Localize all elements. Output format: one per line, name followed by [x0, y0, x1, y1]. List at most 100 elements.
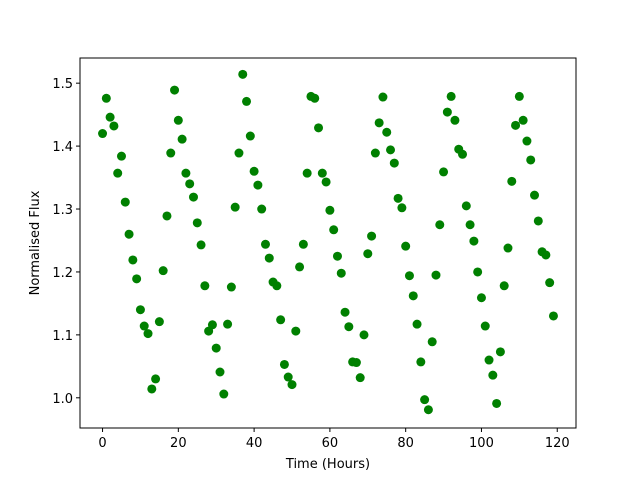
y-tick-label: 1.2 [52, 266, 73, 281]
point [238, 69, 248, 79]
point [359, 330, 369, 340]
point [215, 367, 225, 377]
point [276, 315, 286, 325]
point [374, 118, 384, 128]
point [408, 291, 418, 301]
point [507, 176, 517, 186]
point [450, 115, 460, 125]
point [158, 266, 168, 276]
point [522, 136, 532, 146]
point [461, 201, 471, 211]
point [526, 155, 536, 165]
point [446, 91, 456, 101]
point [476, 293, 486, 303]
point [132, 274, 142, 284]
point [173, 115, 183, 125]
point [302, 168, 312, 178]
point [101, 93, 111, 103]
point [211, 343, 221, 353]
point [257, 204, 267, 214]
point [351, 358, 361, 368]
point [295, 262, 305, 272]
point [314, 123, 324, 133]
point [113, 168, 123, 178]
point [511, 120, 521, 130]
point [192, 218, 202, 228]
point [484, 355, 494, 365]
point [412, 319, 422, 329]
x-tick-label: 80 [397, 436, 414, 451]
point [260, 239, 270, 249]
point [185, 179, 195, 189]
point [344, 322, 354, 332]
point [355, 373, 365, 383]
point [272, 281, 282, 291]
point [336, 268, 346, 278]
point [404, 271, 414, 281]
y-tick-label: 1.0 [52, 392, 73, 407]
point [219, 389, 229, 399]
point [135, 305, 145, 315]
point [545, 278, 555, 288]
point [298, 239, 308, 249]
x-tick-label: 0 [98, 436, 106, 451]
point [480, 321, 490, 331]
y-axis-label: Normalised Flux [28, 190, 43, 295]
point [370, 148, 380, 158]
point [279, 359, 289, 369]
point [329, 225, 339, 235]
point [367, 231, 377, 241]
point [397, 203, 407, 213]
point [325, 205, 335, 215]
point [416, 357, 426, 367]
point [514, 91, 524, 101]
point [230, 202, 240, 212]
point [435, 220, 445, 230]
point [128, 255, 138, 265]
point [162, 211, 172, 221]
point [181, 168, 191, 178]
point [442, 107, 452, 117]
point [287, 380, 297, 390]
point [109, 121, 119, 131]
x-tick-label: 120 [545, 436, 570, 451]
point [283, 372, 293, 382]
axes-frame [79, 57, 577, 429]
point [154, 317, 164, 327]
point [124, 229, 134, 239]
point [382, 127, 392, 137]
point [139, 321, 149, 331]
point [151, 374, 161, 384]
x-tick-label: 40 [246, 436, 263, 451]
point [393, 193, 403, 203]
point [177, 134, 187, 144]
point [332, 251, 342, 261]
point [98, 129, 108, 139]
point [423, 405, 433, 415]
point [488, 370, 498, 380]
y-tick-label: 1.3 [52, 203, 73, 218]
point [518, 115, 528, 125]
point [431, 270, 441, 280]
point [234, 148, 244, 158]
point [310, 93, 320, 103]
point [427, 337, 437, 347]
point [386, 145, 396, 155]
point [188, 192, 198, 202]
point [389, 158, 399, 168]
point [170, 85, 180, 95]
point [105, 112, 115, 122]
y-tick-label: 1.5 [52, 77, 73, 92]
point [548, 311, 558, 321]
point [503, 243, 513, 253]
x-tick-label: 100 [469, 436, 494, 451]
point [492, 398, 502, 408]
point [116, 151, 126, 161]
point [249, 166, 259, 176]
point [469, 236, 479, 246]
y-tick-label: 1.4 [52, 140, 73, 155]
point [291, 326, 301, 336]
point [439, 167, 449, 177]
point [245, 131, 255, 141]
point [143, 329, 153, 339]
